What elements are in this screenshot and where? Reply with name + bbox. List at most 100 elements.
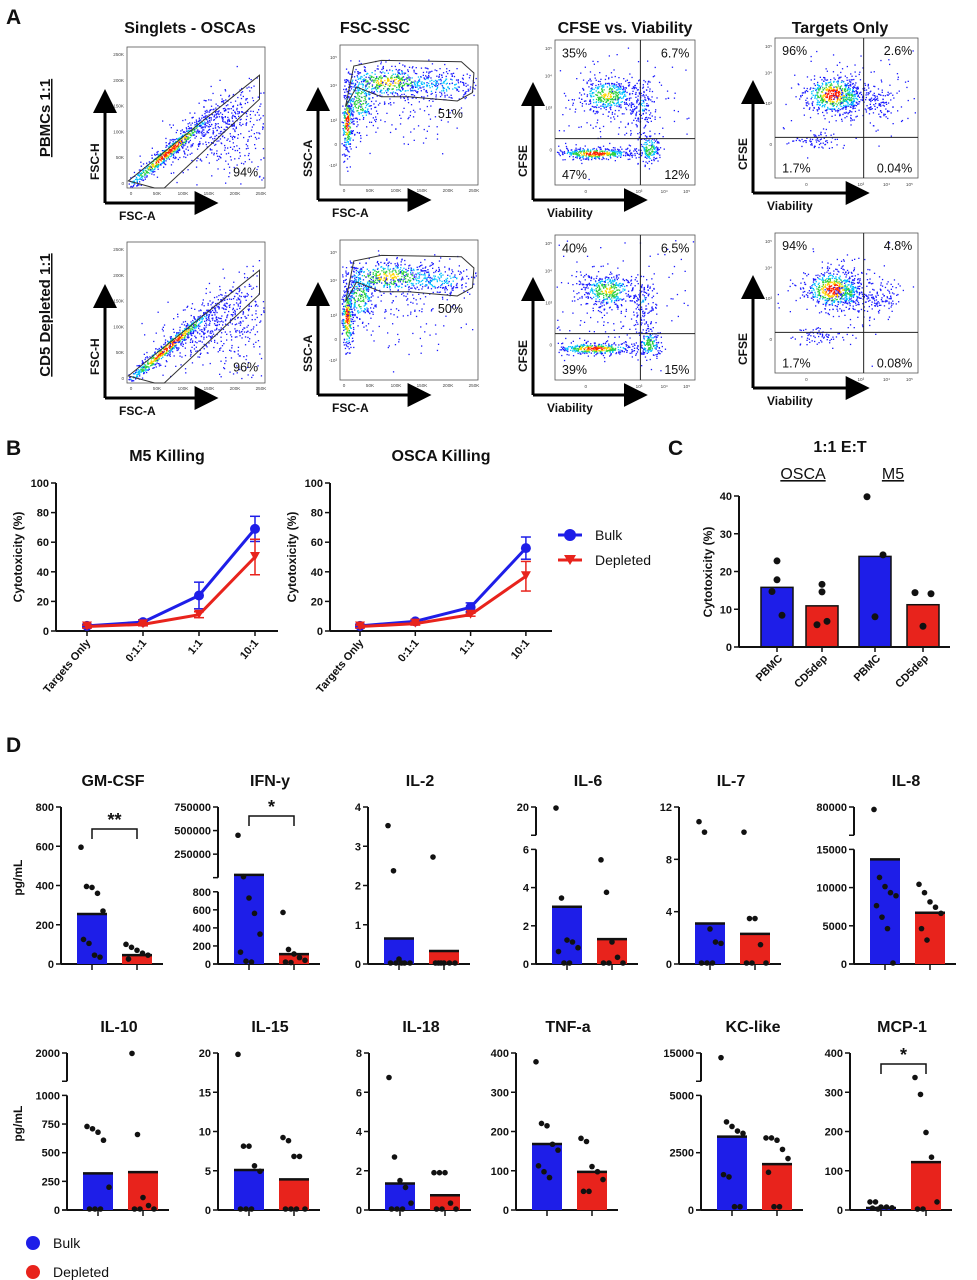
- event-dot: [610, 106, 612, 108]
- event-dot: [873, 71, 875, 73]
- event-dot: [240, 103, 242, 106]
- event-dot: [346, 139, 348, 141]
- event-dot: [415, 90, 417, 92]
- event-dot: [667, 97, 670, 99]
- event-dot: [600, 148, 602, 150]
- event-dot: [846, 115, 848, 118]
- event-dot: [598, 101, 600, 103]
- event-dot: [213, 116, 215, 118]
- event-dot: [595, 101, 597, 104]
- event-dot: [360, 135, 362, 137]
- event-dot: [816, 109, 818, 111]
- event-dot: [814, 87, 816, 90]
- event-dot: [829, 91, 831, 93]
- event-dot: [834, 138, 836, 141]
- event-dot: [170, 350, 172, 352]
- event-dot: [583, 93, 586, 95]
- event-dot: [572, 102, 574, 104]
- event-dot: [874, 108, 876, 110]
- event-dot: [348, 114, 350, 116]
- event-dot: [625, 87, 627, 89]
- event-dot: [176, 129, 178, 131]
- event-dot: [248, 77, 250, 80]
- event-dot: [347, 138, 349, 140]
- event-dot: [597, 61, 599, 63]
- event-dot: [356, 125, 358, 128]
- event-dot: [363, 80, 365, 82]
- event-dot: [185, 338, 187, 341]
- event-dot: [641, 102, 643, 104]
- event-dot: [651, 162, 653, 165]
- event-dot: [412, 94, 414, 96]
- event-dot: [853, 91, 855, 93]
- event-dot: [186, 323, 189, 325]
- event-dot: [197, 324, 200, 326]
- event-dot: [439, 68, 441, 70]
- event-dot: [203, 106, 205, 108]
- event-dot: [135, 376, 138, 378]
- event-dot: [352, 108, 354, 110]
- event-dot: [859, 92, 861, 94]
- event-dot: [645, 161, 647, 163]
- event-dot: [347, 136, 349, 139]
- event-dot: [642, 113, 644, 115]
- event-dot: [613, 153, 615, 155]
- event-dot: [414, 72, 417, 75]
- event-dot: [868, 113, 871, 115]
- event-dot: [591, 93, 593, 95]
- event-dot: [865, 109, 867, 111]
- event-dot: [655, 150, 657, 152]
- event-dot: [202, 143, 204, 145]
- x-tick-label: 50K: [366, 188, 375, 193]
- event-dot: [178, 149, 181, 151]
- event-dot: [223, 121, 225, 123]
- event-dot: [442, 89, 445, 92]
- event-dot: [602, 155, 604, 157]
- event-dot: [212, 138, 214, 140]
- event-dot: [589, 100, 591, 102]
- event-dot: [816, 91, 818, 93]
- event-dot: [646, 157, 648, 159]
- event-dot: [878, 103, 881, 105]
- event-dot: [592, 99, 595, 101]
- event-dot: [349, 93, 351, 95]
- event-dot: [213, 114, 216, 116]
- event-dot: [194, 112, 196, 114]
- event-dot: [654, 118, 656, 120]
- event-dot: [591, 158, 593, 161]
- event-dot: [602, 105, 604, 107]
- event-dot: [644, 153, 646, 155]
- event-dot: [197, 325, 199, 328]
- event-dot: [845, 97, 847, 99]
- event-dot: [572, 159, 574, 161]
- event-dot: [844, 90, 846, 93]
- event-dot: [603, 107, 605, 109]
- event-dot: [399, 73, 402, 75]
- event-dot: [420, 67, 423, 69]
- event-dot: [222, 101, 224, 103]
- event-dot: [818, 140, 820, 142]
- event-dot: [243, 112, 245, 114]
- event-dot: [158, 358, 160, 360]
- event-dot: [650, 99, 652, 101]
- event-dot: [806, 137, 808, 139]
- event-dot: [633, 119, 635, 121]
- event-dot: [410, 104, 413, 106]
- event-dot: [173, 155, 175, 157]
- event-dot: [907, 80, 909, 82]
- event-dot: [262, 115, 264, 117]
- event-dot: [372, 80, 375, 82]
- event-dot: [180, 136, 182, 138]
- event-dot: [211, 307, 213, 309]
- event-dot: [251, 126, 253, 128]
- event-dot: [636, 107, 638, 109]
- event-dot: [140, 169, 142, 171]
- event-dot: [616, 156, 619, 158]
- event-dot: [173, 346, 176, 348]
- event-dot: [349, 110, 351, 112]
- event-dot: [368, 91, 370, 94]
- event-dot: [170, 155, 173, 157]
- event-dot: [646, 149, 648, 152]
- event-dot: [133, 180, 135, 182]
- quadrant-percentage: 1.7%: [782, 161, 811, 175]
